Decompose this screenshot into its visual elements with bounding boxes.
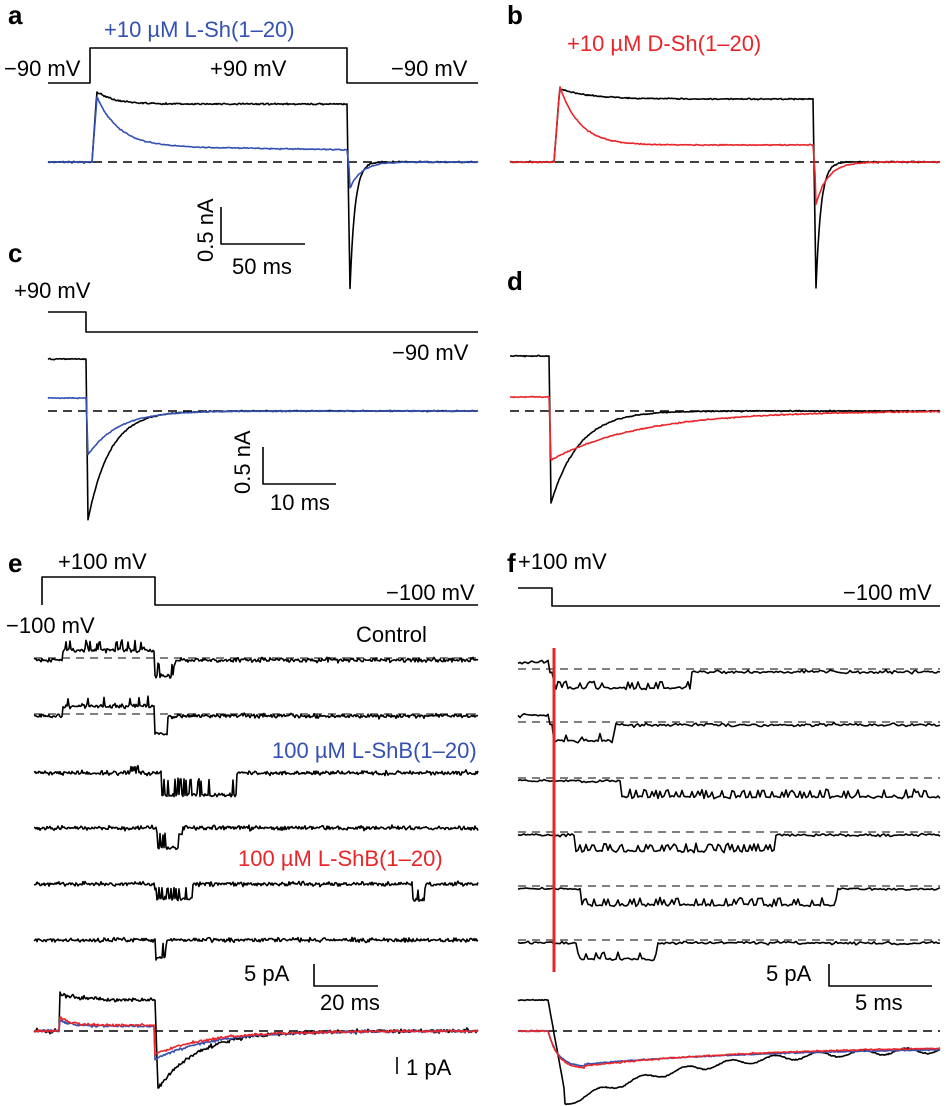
trace-l-peptide-a xyxy=(47,96,479,189)
voltage-protocol-c xyxy=(48,311,478,333)
single-channel-sweep-f xyxy=(517,832,941,854)
single-channel-sweep-e xyxy=(33,639,479,679)
panel-label-c: c xyxy=(8,238,22,268)
single-channel-sweep-e xyxy=(33,880,479,902)
average-scale-label-e: 1 pA xyxy=(406,1055,452,1080)
scale-label-x-c: 10 ms xyxy=(270,490,330,515)
panel-label-f: f xyxy=(507,548,516,578)
scale-label-y-e: 5 pA xyxy=(244,961,290,986)
voltage-return-f: −100 mV xyxy=(843,580,932,605)
single-channel-sweep-f xyxy=(517,659,941,691)
scale-bar-f xyxy=(828,964,932,987)
average-blue-e xyxy=(33,1019,479,1061)
trace-d-peptide-d xyxy=(509,395,941,461)
single-channel-sweep-e xyxy=(33,936,479,961)
scale-bar-e xyxy=(313,964,378,987)
voltage-protocol-a xyxy=(48,47,478,84)
scale-bar-c xyxy=(262,447,336,485)
scale-label-x-f: 5 ms xyxy=(855,990,903,1015)
panel-label-e: e xyxy=(8,548,22,578)
scale-label-y-a: 0.5 nA xyxy=(193,198,218,262)
legend-b: +10 µM D-Sh(1–20) xyxy=(567,31,761,56)
voltage-return-e: −100 mV xyxy=(386,580,475,605)
voltage-step-a: +90 mV xyxy=(210,56,287,81)
voltage-step-e: +100 mV xyxy=(58,549,147,574)
trace-control-c xyxy=(47,357,479,521)
voltage-step-c: +90 mV xyxy=(14,278,91,303)
single-channel-sweep-f xyxy=(517,713,941,744)
single-channel-sweep-f xyxy=(517,940,941,962)
single-channel-sweep-e xyxy=(33,695,479,736)
voltage-return-c: −90 mV xyxy=(392,340,469,365)
control-label-e: Control xyxy=(356,622,427,647)
scale-bar-a xyxy=(220,207,305,245)
trace-control-b xyxy=(509,88,941,289)
voltage-hold-a: −90 mV xyxy=(4,56,81,81)
trace-d-peptide-b xyxy=(509,86,940,205)
panel-label-a: a xyxy=(8,0,23,30)
voltage-hold-e: −100 mV xyxy=(6,613,95,638)
scale-label-x-e: 20 ms xyxy=(320,990,380,1015)
voltage-return-a: −90 mV xyxy=(391,56,468,81)
panel-label-d: d xyxy=(507,266,523,296)
average-red-e xyxy=(33,1016,479,1057)
trace-l-peptide-c xyxy=(47,396,479,456)
trace-control-d xyxy=(509,354,941,504)
scale-label-x-a: 50 ms xyxy=(232,254,292,279)
voltage-protocol-f xyxy=(518,587,940,607)
legend-a: +10 µM L-Sh(1–20) xyxy=(104,17,295,42)
traces-layer xyxy=(33,47,941,1106)
scale-label-y-c: 0.5 nA xyxy=(230,430,255,494)
panel-label-b: b xyxy=(507,0,523,30)
single-channel-sweep-e xyxy=(33,824,479,851)
average-red-f xyxy=(518,1029,941,1069)
voltage-protocol-e xyxy=(41,576,478,606)
scale-label-y-f: 5 pA xyxy=(766,961,812,986)
single-channel-sweep-e xyxy=(33,764,479,798)
single-channel-sweep-f xyxy=(517,886,941,908)
single-channel-sweep-f xyxy=(517,778,941,800)
voltage-step-f: +100 mV xyxy=(518,549,607,574)
red-condition-label-e: 100 µM L-ShB(1–20) xyxy=(238,846,443,871)
average-blue-f xyxy=(517,1029,941,1067)
blue-condition-label-e: 100 µM L-ShB(1–20) xyxy=(272,738,477,763)
